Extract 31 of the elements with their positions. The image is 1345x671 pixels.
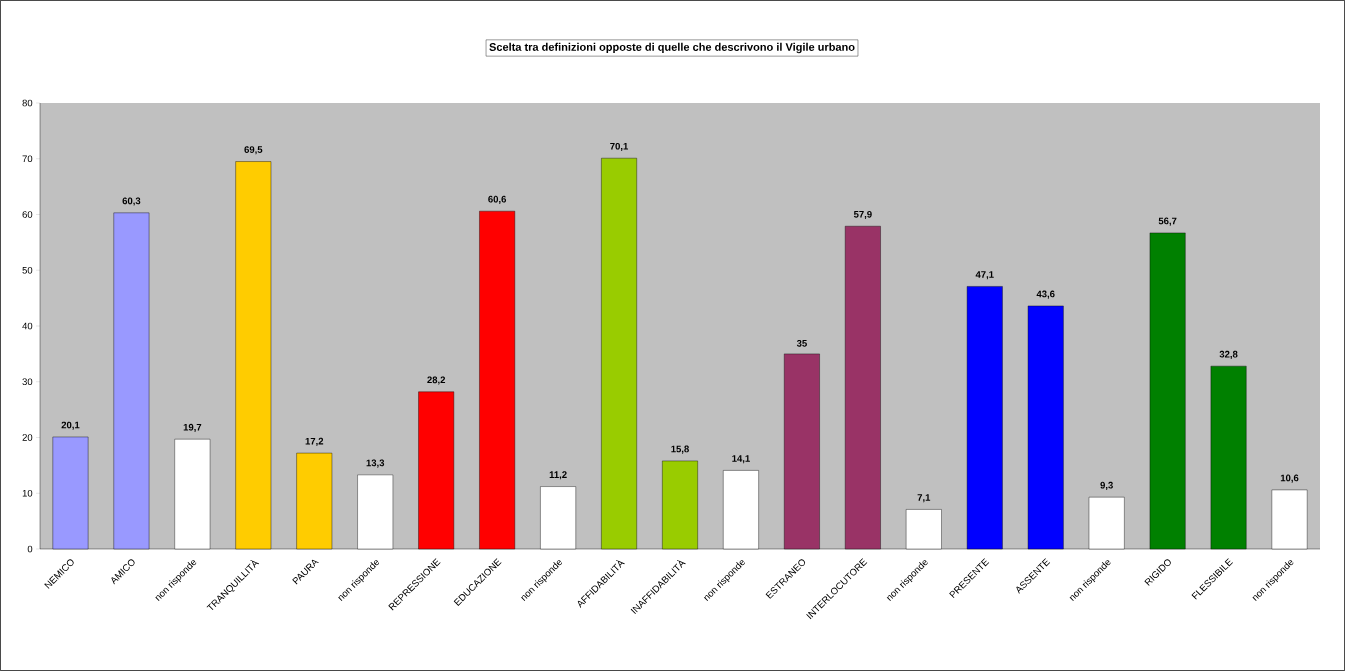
- data-label: 32,8: [1219, 350, 1238, 359]
- data-label: 9,3: [1100, 481, 1113, 490]
- y-tick-label: 10: [22, 489, 33, 497]
- data-label: 13,3: [366, 459, 385, 468]
- data-label: 10,6: [1280, 474, 1299, 483]
- data-label: 15,8: [671, 445, 689, 454]
- data-label: 17,2: [305, 437, 324, 446]
- y-tick-label: 50: [22, 266, 33, 274]
- y-tick-label: 20: [22, 434, 33, 441]
- chart-title: Scelta tra definizioni opposte di quelle che descrivono il Vigile urbano: [489, 42, 855, 54]
- y-tick-label: 40: [22, 322, 33, 330]
- y-tick-label: 60: [22, 211, 33, 218]
- y-tick-label: 80: [22, 99, 33, 107]
- data-label: 14,1: [732, 455, 750, 464]
- data-label: 7,1: [917, 494, 931, 503]
- data-label: 57,9: [853, 210, 872, 219]
- y-tick-label: 70: [22, 155, 33, 163]
- data-label: 28,2: [427, 376, 446, 385]
- data-label: 69,5: [244, 146, 263, 155]
- data-label: 56,7: [1158, 217, 1177, 226]
- data-label: 11,2: [549, 471, 567, 480]
- data-label: 20,1: [61, 421, 80, 430]
- data-label: 60,3: [122, 197, 141, 206]
- data-label: 47,1: [975, 271, 994, 280]
- y-tick-label: 0: [27, 545, 33, 553]
- data-label: 35: [796, 339, 807, 347]
- y-tick-label: 30: [22, 378, 33, 386]
- data-label: 19,7: [183, 423, 202, 432]
- data-label: 43,6: [1036, 290, 1055, 299]
- data-label: 60,6: [488, 195, 507, 204]
- data-label: 70,1: [610, 142, 629, 151]
